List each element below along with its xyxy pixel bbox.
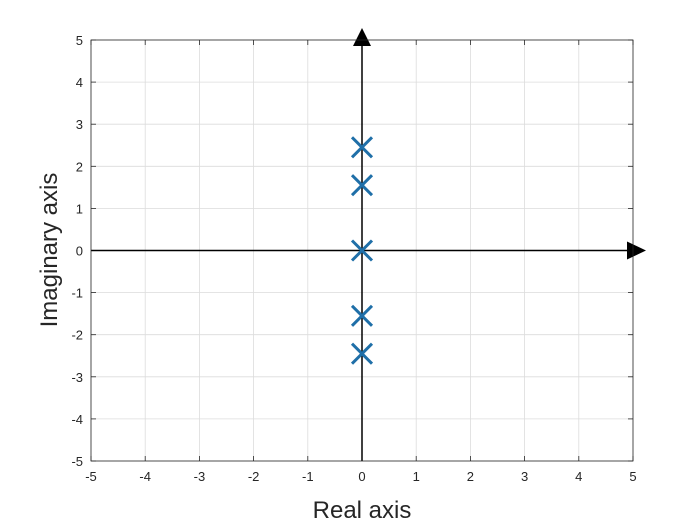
- pole-marker: [350, 239, 374, 262]
- y-tick-label: 0: [76, 244, 83, 259]
- pole-marker: [350, 342, 374, 365]
- pole-marker: [350, 136, 374, 159]
- x-tick-label: 3: [521, 469, 528, 484]
- plot-frame: [90, 39, 634, 462]
- x-tick-label: -1: [302, 469, 314, 484]
- pole-marker: [350, 304, 374, 327]
- x-tick-label: -3: [194, 469, 206, 484]
- x-tick-label: 4: [575, 469, 582, 484]
- x-tick-labels: -5 -4 -3 -2 -1 0 1 2 3 4 5: [85, 40, 637, 484]
- y-tick-label: 3: [76, 117, 83, 132]
- y-axis-label: Imaginary axis: [36, 173, 63, 328]
- y-tick-label: -1: [71, 286, 83, 301]
- y-tick-label: -5: [71, 454, 83, 469]
- x-tick-label: 0: [358, 469, 365, 484]
- y-tick-label: 5: [76, 33, 83, 48]
- x-tick-label: -2: [248, 469, 260, 484]
- real-axis-arrow-icon: [627, 241, 646, 260]
- y-tick-label: 4: [76, 75, 83, 90]
- y-tick-label: 2: [76, 159, 83, 174]
- imaginary-axis-arrow-icon: [353, 28, 371, 46]
- y-tick-label: -4: [71, 412, 83, 427]
- x-tick-label: -4: [139, 469, 151, 484]
- y-tick-label: 1: [76, 201, 83, 216]
- x-tick-label: -5: [85, 469, 97, 484]
- pole-markers: [350, 136, 374, 365]
- y-tick-label: -2: [71, 328, 83, 343]
- x-tick-label: 1: [413, 469, 420, 484]
- x-axis-label: Real axis: [313, 497, 412, 524]
- x-tick-label: 2: [467, 469, 474, 484]
- y-tick-label: -3: [71, 370, 83, 385]
- pole-marker: [350, 174, 374, 197]
- x-tick-label: 5: [629, 469, 636, 484]
